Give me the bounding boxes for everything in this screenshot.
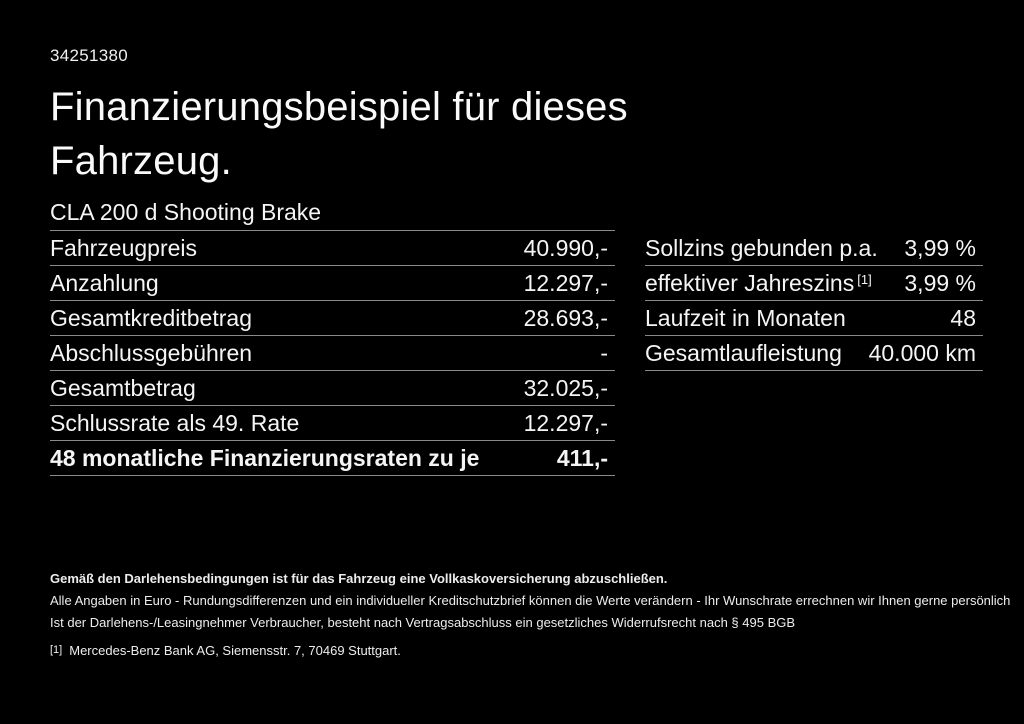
row-value: 12.297,- bbox=[523, 409, 608, 436]
row-label: Fahrzeugpreis bbox=[50, 234, 198, 261]
row-value: 411,- bbox=[556, 444, 608, 471]
row-label: Schlussrate als 49. Rate bbox=[50, 409, 300, 436]
table-row-gesamtkreditbetrag: Gesamtkreditbetrag 28.693,- bbox=[50, 301, 615, 336]
row-label: 48 monatliche Finanzierungsraten zu je bbox=[50, 444, 480, 471]
footer-disclaimers: Gemäß den Darlehensbedingungen ist für d… bbox=[50, 568, 1011, 661]
table-row-fahrzeugpreis: Fahrzeugpreis 40.990,- bbox=[50, 231, 615, 266]
document-id: 34251380 bbox=[50, 46, 129, 65]
table-row-schlussrate: Schlussrate als 49. Rate 12.297,- bbox=[50, 406, 615, 441]
footnote: [1] Mercedes-Benz Bank AG, Siemensstr. 7,… bbox=[50, 642, 984, 661]
row-label-text: effektiver Jahreszins bbox=[645, 269, 855, 296]
row-label: Gesamtkreditbetrag bbox=[50, 304, 252, 331]
row-value: 3,99 % bbox=[904, 234, 976, 261]
row-label: Gesamtlaufleistung bbox=[645, 339, 842, 366]
row-value: 12.297,- bbox=[523, 269, 608, 296]
row-label: Anzahlung bbox=[50, 269, 159, 296]
row-value: 40.990,- bbox=[523, 234, 608, 261]
table-row-anzahlung: Anzahlung 12.297,- bbox=[50, 266, 615, 301]
footnote-reference: [1] bbox=[857, 271, 872, 287]
row-label: Abschlussgebühren bbox=[50, 339, 253, 366]
row-label: effektiver Jahreszins [1] bbox=[645, 270, 872, 297]
disclaimer-line2: Ist der Darlehens-/Leasingnehmer Verbrau… bbox=[50, 615, 796, 630]
table-row-gesamtbetrag: Gesamtbetrag 32.025,- bbox=[50, 371, 615, 406]
row-value: 40.000 km bbox=[868, 339, 976, 366]
footnote-text: Mercedes-Benz Bank AG, Siemensstr. 7, 70… bbox=[69, 643, 401, 658]
page-title-line2: Fahrzeug. bbox=[50, 139, 232, 183]
row-value: 32.025,- bbox=[523, 374, 608, 401]
vehicle-model-title: CLA 200 d Shooting Brake bbox=[50, 200, 615, 231]
table-row-sollzins: Sollzins gebunden p.a. 3,99 % bbox=[645, 231, 983, 266]
table-row-gesamtlaufleistung: Gesamtlaufleistung 40.000 km bbox=[645, 336, 983, 371]
row-value: 48 bbox=[950, 304, 976, 331]
row-value: - bbox=[600, 339, 608, 366]
row-label: Laufzeit in Monaten bbox=[645, 304, 846, 331]
row-value: 3,99 % bbox=[904, 269, 976, 296]
disclaimer-line1: Alle Angaben in Euro - Rundungsdifferenz… bbox=[50, 593, 1011, 608]
table-row-laufzeit: Laufzeit in Monaten 48 bbox=[645, 301, 983, 336]
insurance-note: Gemäß den Darlehensbedingungen ist für d… bbox=[50, 571, 668, 586]
page-title-line1: Finanzierungsbeispiel für dieses bbox=[50, 85, 628, 129]
row-label: Sollzins gebunden p.a. bbox=[645, 234, 878, 261]
table-row-abschlussgebuehren: Abschlussgebühren - bbox=[50, 336, 615, 371]
conditions-table: Sollzins gebunden p.a. 3,99 % effektiver… bbox=[645, 231, 983, 476]
row-label: Gesamtbetrag bbox=[50, 374, 196, 401]
row-value: 28.693,- bbox=[523, 304, 608, 331]
financing-table: CLA 200 d Shooting Brake Fahrzeugpreis 4… bbox=[50, 200, 615, 476]
page-title: Finanzierungsbeispiel für dieses Fahrzeu… bbox=[50, 80, 984, 188]
tables-container: CLA 200 d Shooting Brake Fahrzeugpreis 4… bbox=[50, 200, 984, 476]
table-row-effektiver-jahreszins: effektiver Jahreszins [1] 3,99 % bbox=[645, 266, 983, 301]
table-row-monatsrate: 48 monatliche Finanzierungsraten zu je 4… bbox=[50, 441, 615, 476]
footnote-marker: [1] bbox=[50, 644, 63, 656]
